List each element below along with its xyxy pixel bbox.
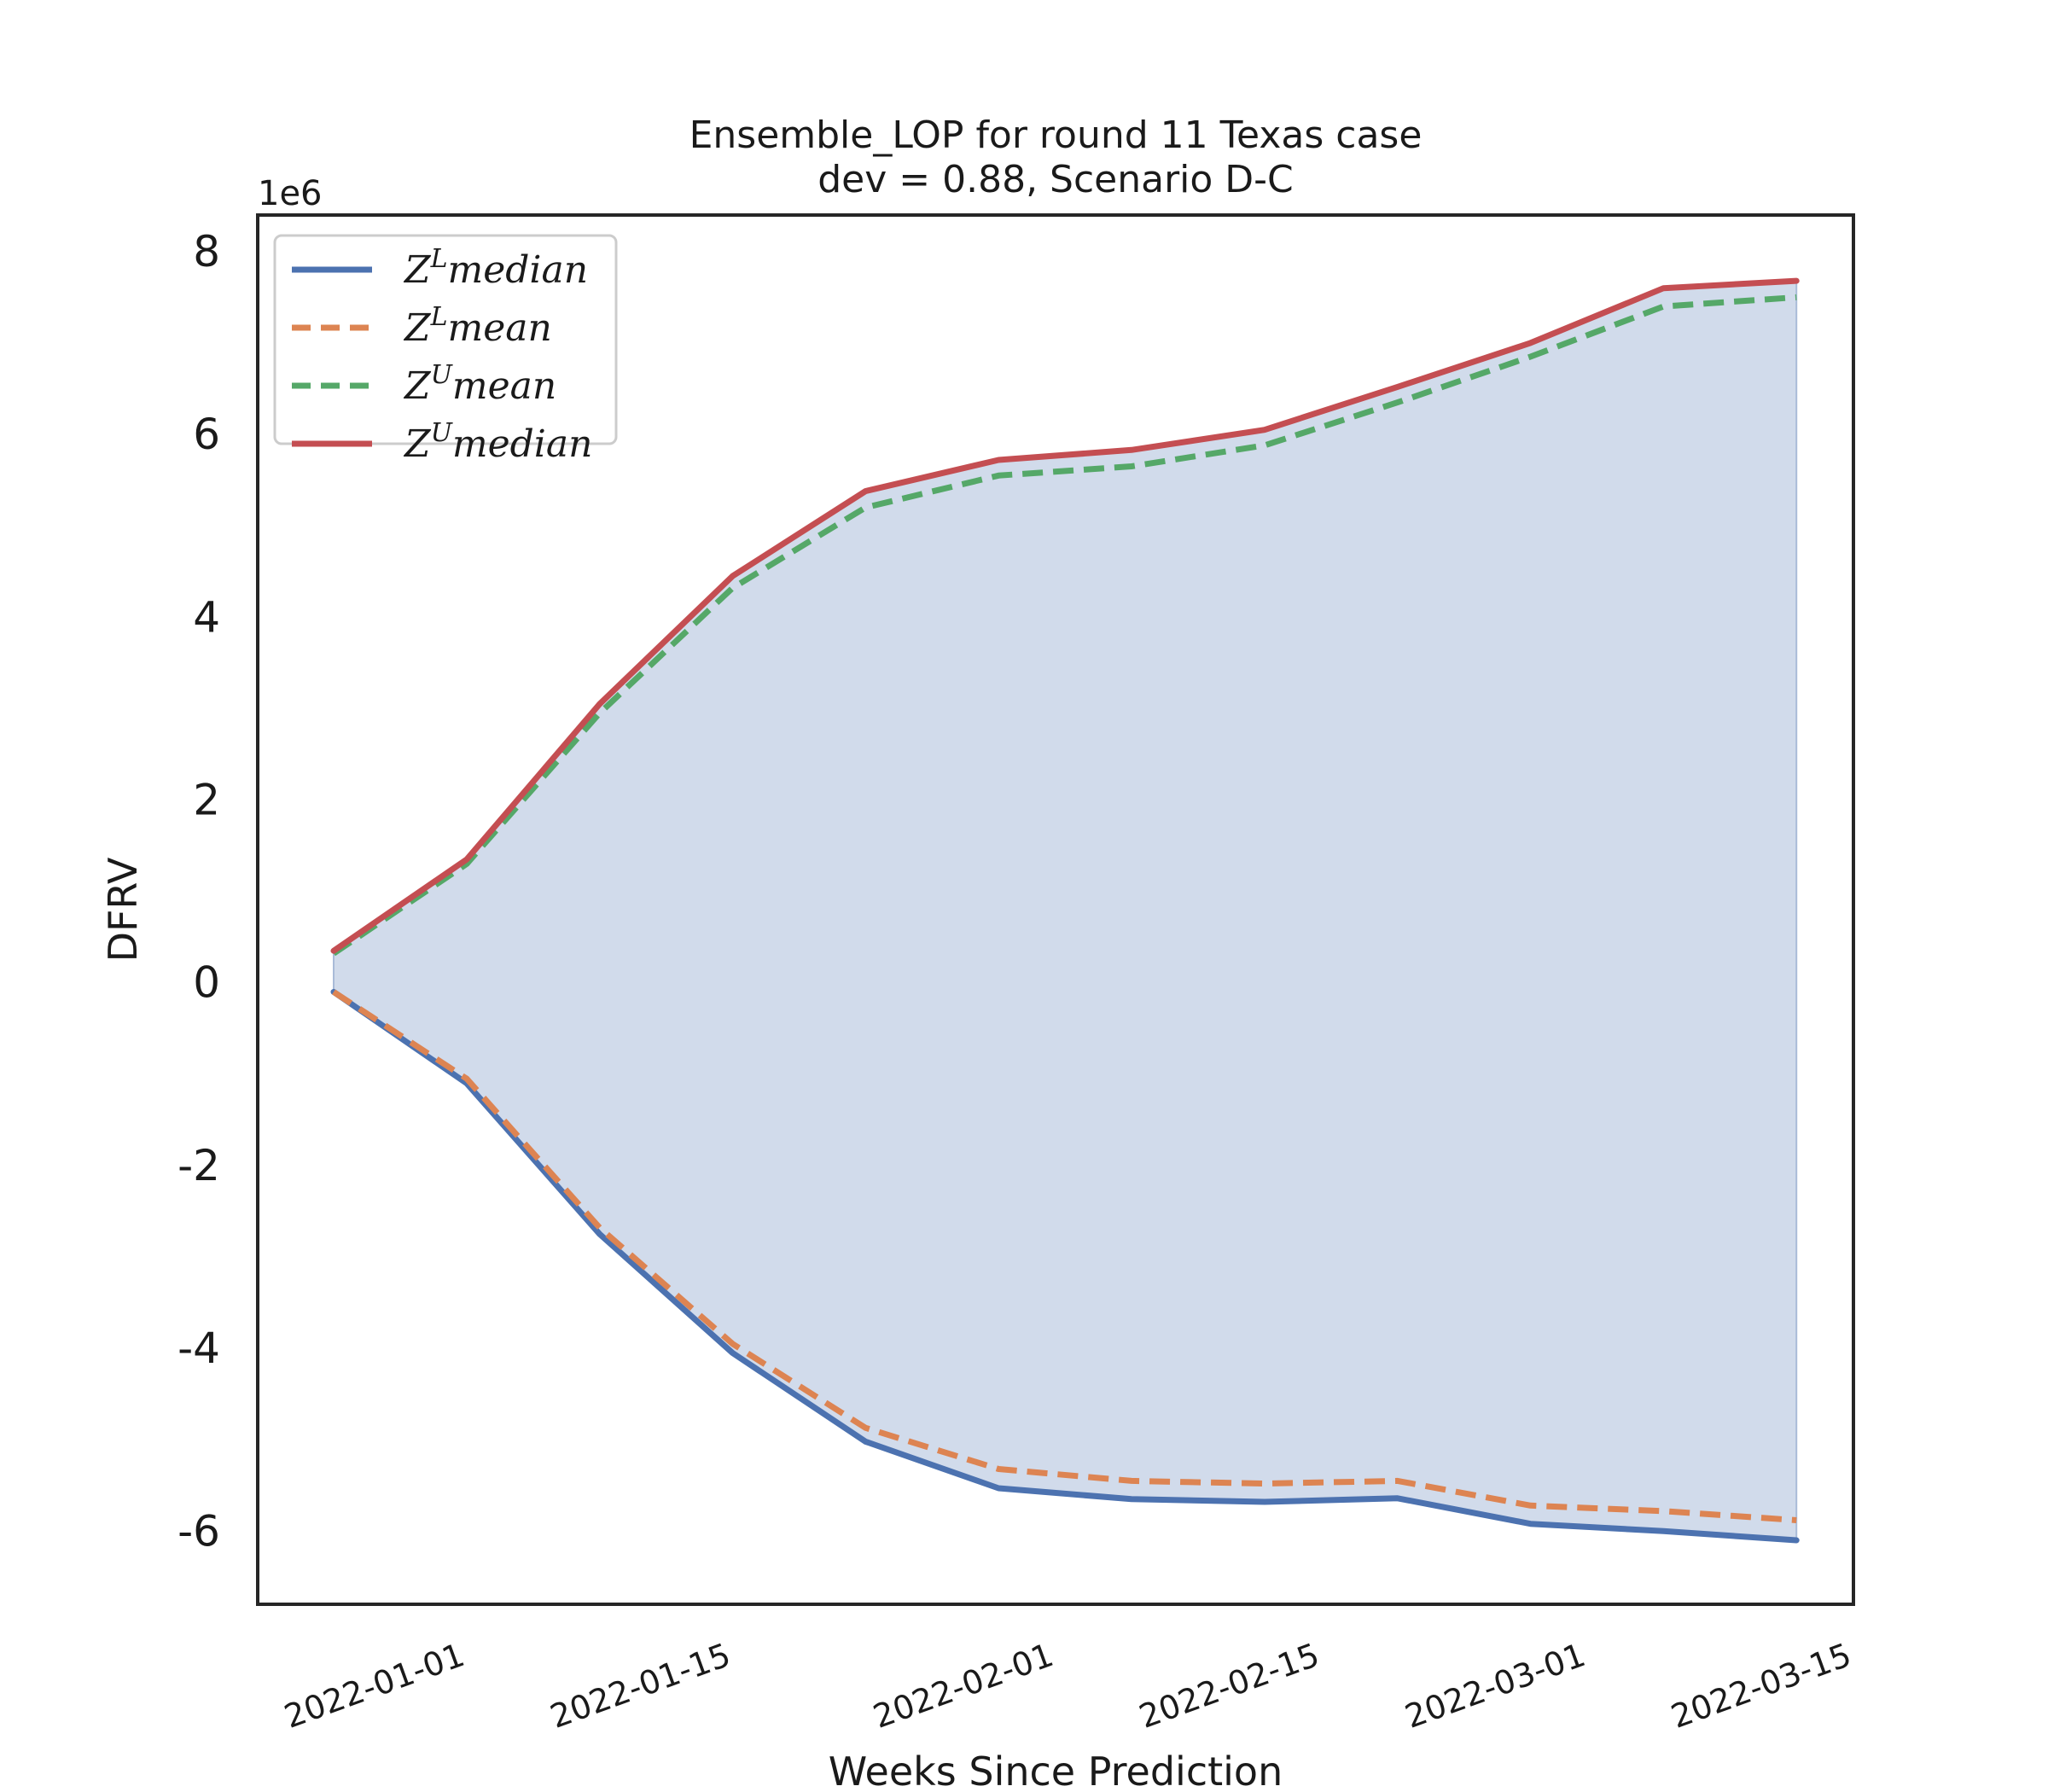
y-axis-label: DFRV [100, 857, 146, 962]
legend-label: ZLmean [403, 302, 552, 350]
legend-entries: ZLmedian ZLmean ZUmean ZUmedian [292, 244, 592, 466]
chart-subtitle: dev = 0.88, Scenario D-C [817, 158, 1294, 201]
x-tick-label: 2022-02-01 [869, 1636, 1059, 1736]
x-tick-labels: 2022-01-01 2022-01-15 2022-02-01 2022-02-15… [279, 1636, 1856, 1736]
series-line-z-u-mean [332, 294, 1797, 957]
series-layer [330, 277, 1800, 1544]
legend-label: ZUmedian [403, 418, 592, 466]
chart-title: Ensemble_LOP for round 11 Texas case [689, 113, 1423, 157]
y-tick-label: -6 [177, 1506, 220, 1556]
y-multiplier-label: 1e6 [258, 174, 323, 213]
y-tick-label: 0 [193, 958, 220, 1008]
legend-label: ZLmedian [403, 244, 588, 292]
y-tick-label: -2 [177, 1141, 220, 1190]
y-tick-label: 6 [193, 410, 220, 459]
series-line-z-l-mean [332, 989, 1797, 1523]
series-line-z-l-median [330, 988, 1800, 1544]
y-tick-labels: -6 -4 -2 0 2 4 6 8 [177, 227, 220, 1556]
x-tick-label: 2022-01-15 [545, 1636, 736, 1736]
series-line-z-u-median [330, 277, 1800, 954]
x-tick-label: 2022-03-01 [1400, 1636, 1591, 1736]
y-tick-label: 2 [193, 776, 220, 825]
x-axis-label: Weeks Since Prediction [829, 1748, 1283, 1792]
plot-area-frame [256, 213, 1855, 1606]
legend: ZLmedian ZLmean ZUmean ZUmedian [273, 234, 618, 466]
x-tick-label: 2022-02-15 [1134, 1636, 1324, 1736]
legend-label: ZUmean [403, 360, 556, 408]
y-tick-label: 8 [193, 227, 220, 276]
x-tick-label: 2022-03-15 [1667, 1636, 1857, 1736]
legend-box [273, 234, 618, 445]
y-tick-label: -4 [177, 1324, 220, 1373]
x-tick-label: 2022-01-01 [279, 1636, 469, 1736]
y-tick-label: 4 [193, 592, 220, 642]
